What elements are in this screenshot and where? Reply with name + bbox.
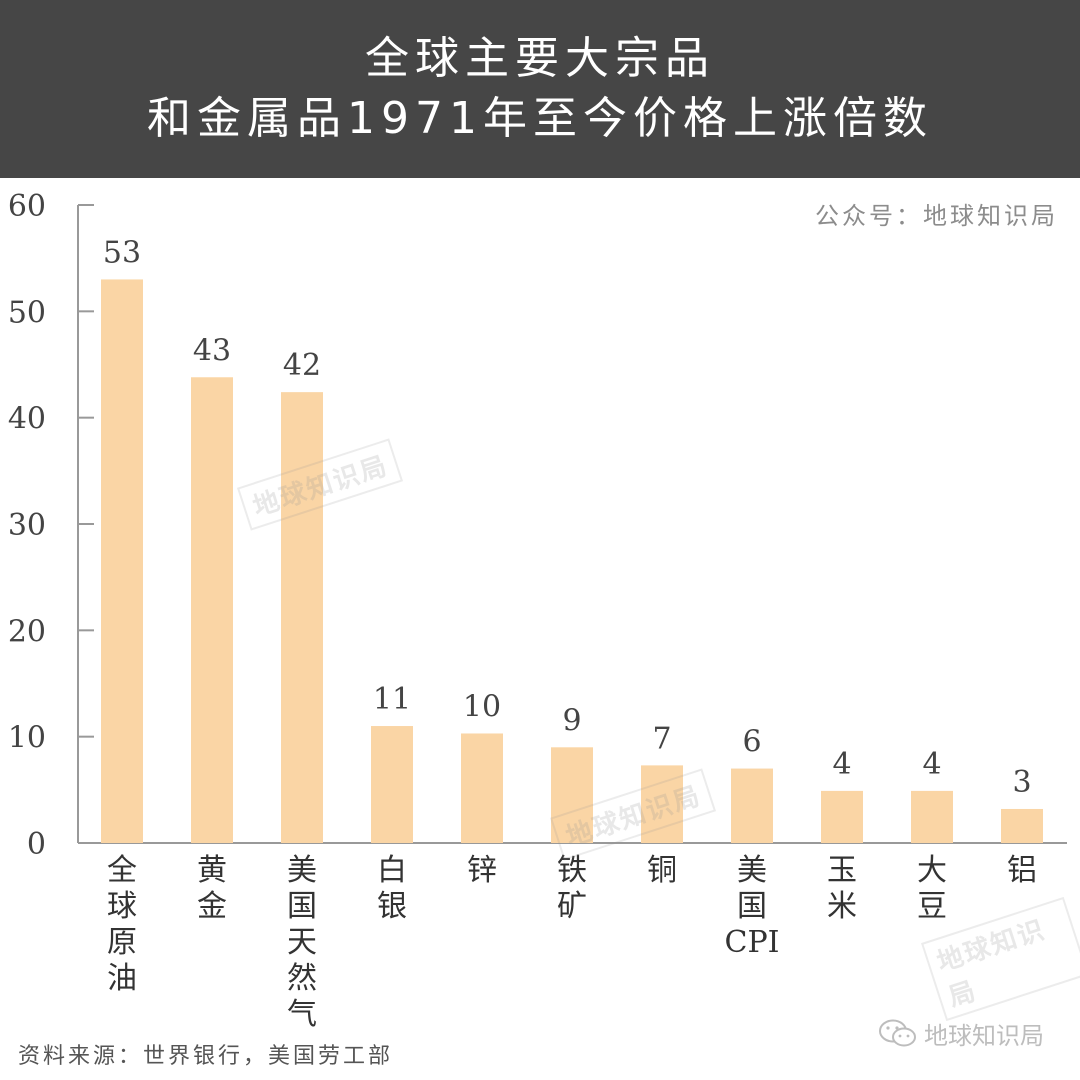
data-source-note: 资料来源：世界银行，美国劳工部: [18, 1044, 394, 1069]
y-tick-label: 30: [8, 508, 46, 543]
wechat-badge: 地球知识局: [878, 1016, 1044, 1051]
x-category-label: 全球原油: [107, 853, 137, 996]
bar-value-label: 11: [373, 682, 411, 717]
bar-value-label: 3: [1012, 765, 1031, 800]
bar-value-label: 4: [922, 747, 941, 782]
x-category-label: 黄金: [197, 853, 227, 924]
x-category-label: 白银: [377, 853, 407, 924]
y-tick-label: 10: [8, 721, 46, 756]
x-category-label: 玉米: [827, 853, 857, 924]
x-category-label: 铝: [1007, 853, 1037, 888]
publisher-credit: 公众号：地球知识局: [815, 202, 1058, 230]
chart-title-line-2: 和金属品1971年至今价格上涨倍数: [147, 93, 933, 144]
x-category-label: 锌: [467, 853, 497, 888]
bar-1: [101, 279, 143, 843]
bar-4: [371, 726, 413, 843]
bar-8: [731, 768, 773, 843]
bar-11: [1001, 808, 1043, 843]
bar-value-label: 4: [832, 747, 851, 782]
y-tick-label: 20: [8, 614, 46, 649]
wechat-icon: [879, 1019, 916, 1046]
chart-title-line-1: 全球主要大宗品: [365, 33, 715, 84]
y-tick-label: 40: [8, 402, 46, 437]
bar-value-label: 53: [103, 235, 141, 270]
bar-7: [641, 765, 683, 843]
x-category-label: 大豆: [917, 853, 947, 924]
bar-5: [461, 733, 503, 843]
x-category-label: 铜: [647, 853, 677, 888]
x-category-label: 美国 CPI: [725, 853, 780, 960]
bar-2: [191, 377, 233, 843]
bar-value-label: 6: [742, 725, 761, 760]
wechat-account-name: 地球知识局: [924, 1022, 1044, 1050]
y-tick-label: 0: [27, 827, 46, 862]
y-tick-label: 50: [8, 295, 46, 330]
bar-9: [821, 790, 863, 843]
bar-value-label: 9: [562, 703, 581, 738]
bar-value-label: 43: [193, 333, 231, 368]
bar-value-label: 7: [652, 721, 671, 756]
bar-3: [281, 392, 323, 843]
x-category-label: 铁矿: [557, 853, 587, 924]
y-tick-label: 60: [8, 189, 46, 224]
bar-10: [911, 790, 953, 843]
chart-title-banner: 全球主要大宗品 和金属品1971年至今价格上涨倍数: [0, 0, 1080, 178]
bar-6: [551, 747, 593, 843]
bar-value-label: 10: [463, 689, 501, 724]
x-category-label: 美国天然气: [287, 853, 317, 1032]
bar-value-label: 42: [283, 348, 321, 383]
